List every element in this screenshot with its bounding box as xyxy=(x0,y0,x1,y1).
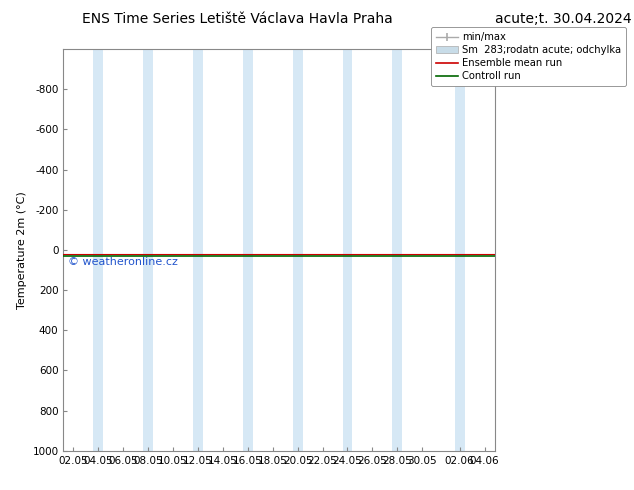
Text: ENS Time Series Letiště Václava Havla Praha: ENS Time Series Letiště Václava Havla Pr… xyxy=(82,12,393,26)
Bar xyxy=(193,49,203,451)
Bar xyxy=(143,49,153,451)
Y-axis label: Temperature 2m (°C): Temperature 2m (°C) xyxy=(17,191,27,309)
Legend: min/max, Sm  283;rodatn acute; odchylka, Ensemble mean run, Controll run: min/max, Sm 283;rodatn acute; odchylka, … xyxy=(430,27,626,86)
Text: acute;t. 30.04.2024 00 UTC: acute;t. 30.04.2024 00 UTC xyxy=(495,12,634,26)
Bar xyxy=(342,49,353,451)
Text: © weatheronline.cz: © weatheronline.cz xyxy=(68,257,178,267)
Bar xyxy=(392,49,403,451)
Bar xyxy=(293,49,302,451)
Bar xyxy=(243,49,253,451)
Bar xyxy=(93,49,103,451)
Bar xyxy=(455,49,465,451)
